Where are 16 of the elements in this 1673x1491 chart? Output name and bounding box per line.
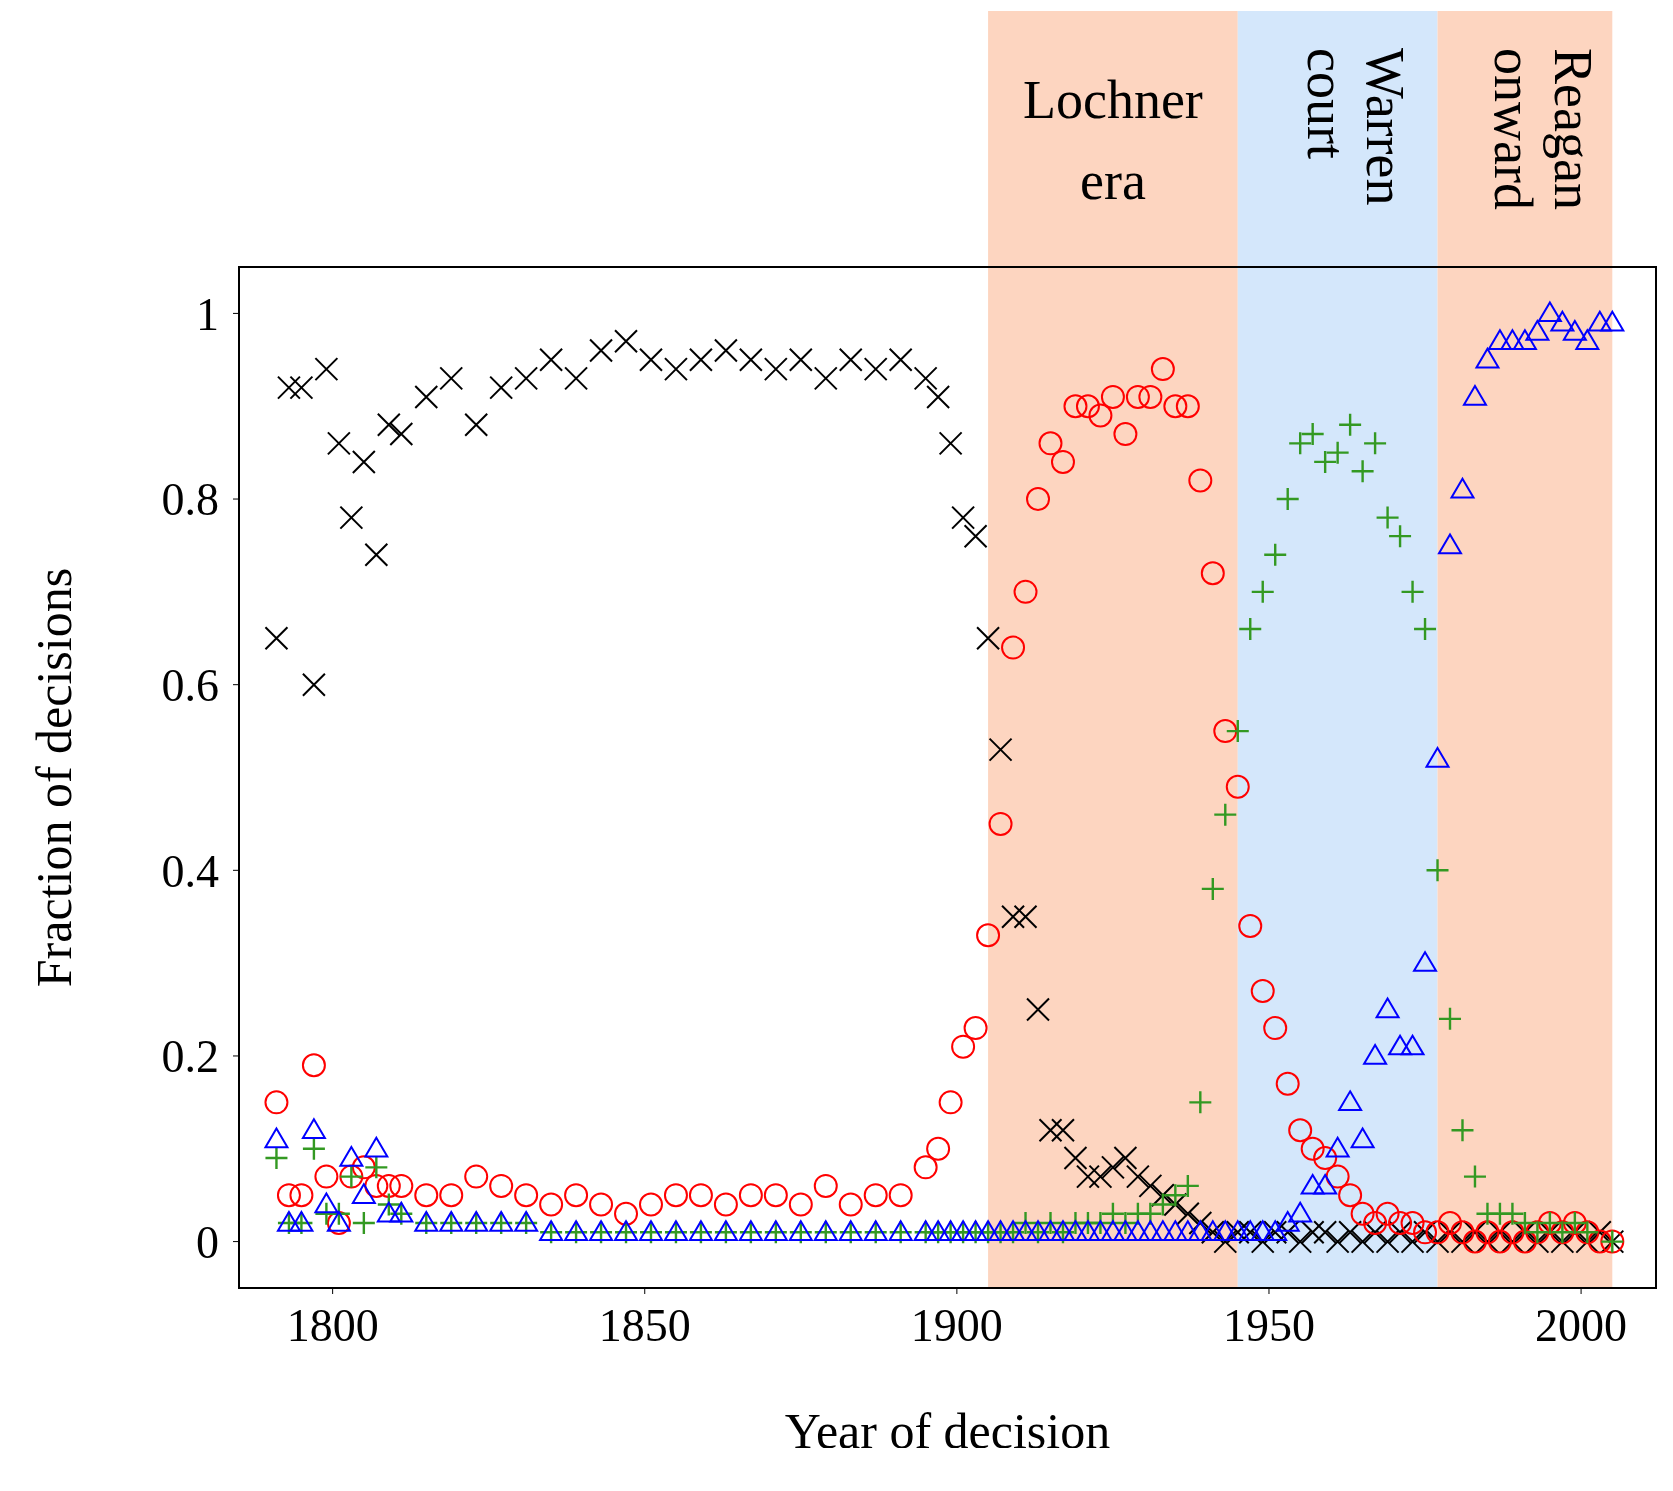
x-tick-label: 1800 <box>286 1299 379 1351</box>
x-tick-label: 1950 <box>1222 1299 1315 1351</box>
band-label: Warren court <box>1295 48 1416 206</box>
x-tick-label: 1900 <box>910 1299 1003 1351</box>
x-tick-label: 2000 <box>1535 1299 1628 1351</box>
y-tick-label: 0.8 <box>161 474 219 526</box>
band-label: Lochner era <box>1022 70 1203 211</box>
y-tick-label: 0.2 <box>161 1031 219 1083</box>
y-axis-title: Fraction of decisions <box>25 567 82 988</box>
band-label: Reagan onward <box>1483 48 1603 210</box>
y-tick-label: 0 <box>196 1216 219 1268</box>
y-tick-label: 1 <box>196 288 219 340</box>
y-tick-label: 0.4 <box>161 845 219 897</box>
x-axis-title: Year of decision <box>784 1403 1111 1459</box>
x-tick-label: 1850 <box>598 1299 691 1351</box>
y-tick-label: 0.6 <box>161 660 219 712</box>
